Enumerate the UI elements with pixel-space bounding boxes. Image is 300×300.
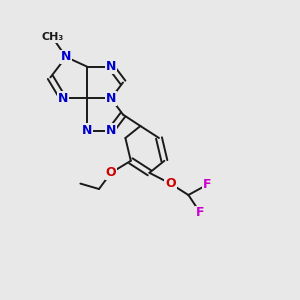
Text: F: F xyxy=(203,178,211,191)
Text: N: N xyxy=(58,92,68,105)
Text: O: O xyxy=(106,166,116,179)
Text: N: N xyxy=(61,50,71,64)
Text: O: O xyxy=(165,177,176,190)
Text: N: N xyxy=(106,92,116,105)
Text: N: N xyxy=(82,124,92,137)
Text: F: F xyxy=(196,206,205,220)
Text: N: N xyxy=(106,60,116,73)
Text: CH₃: CH₃ xyxy=(41,32,64,43)
Text: N: N xyxy=(106,124,116,137)
